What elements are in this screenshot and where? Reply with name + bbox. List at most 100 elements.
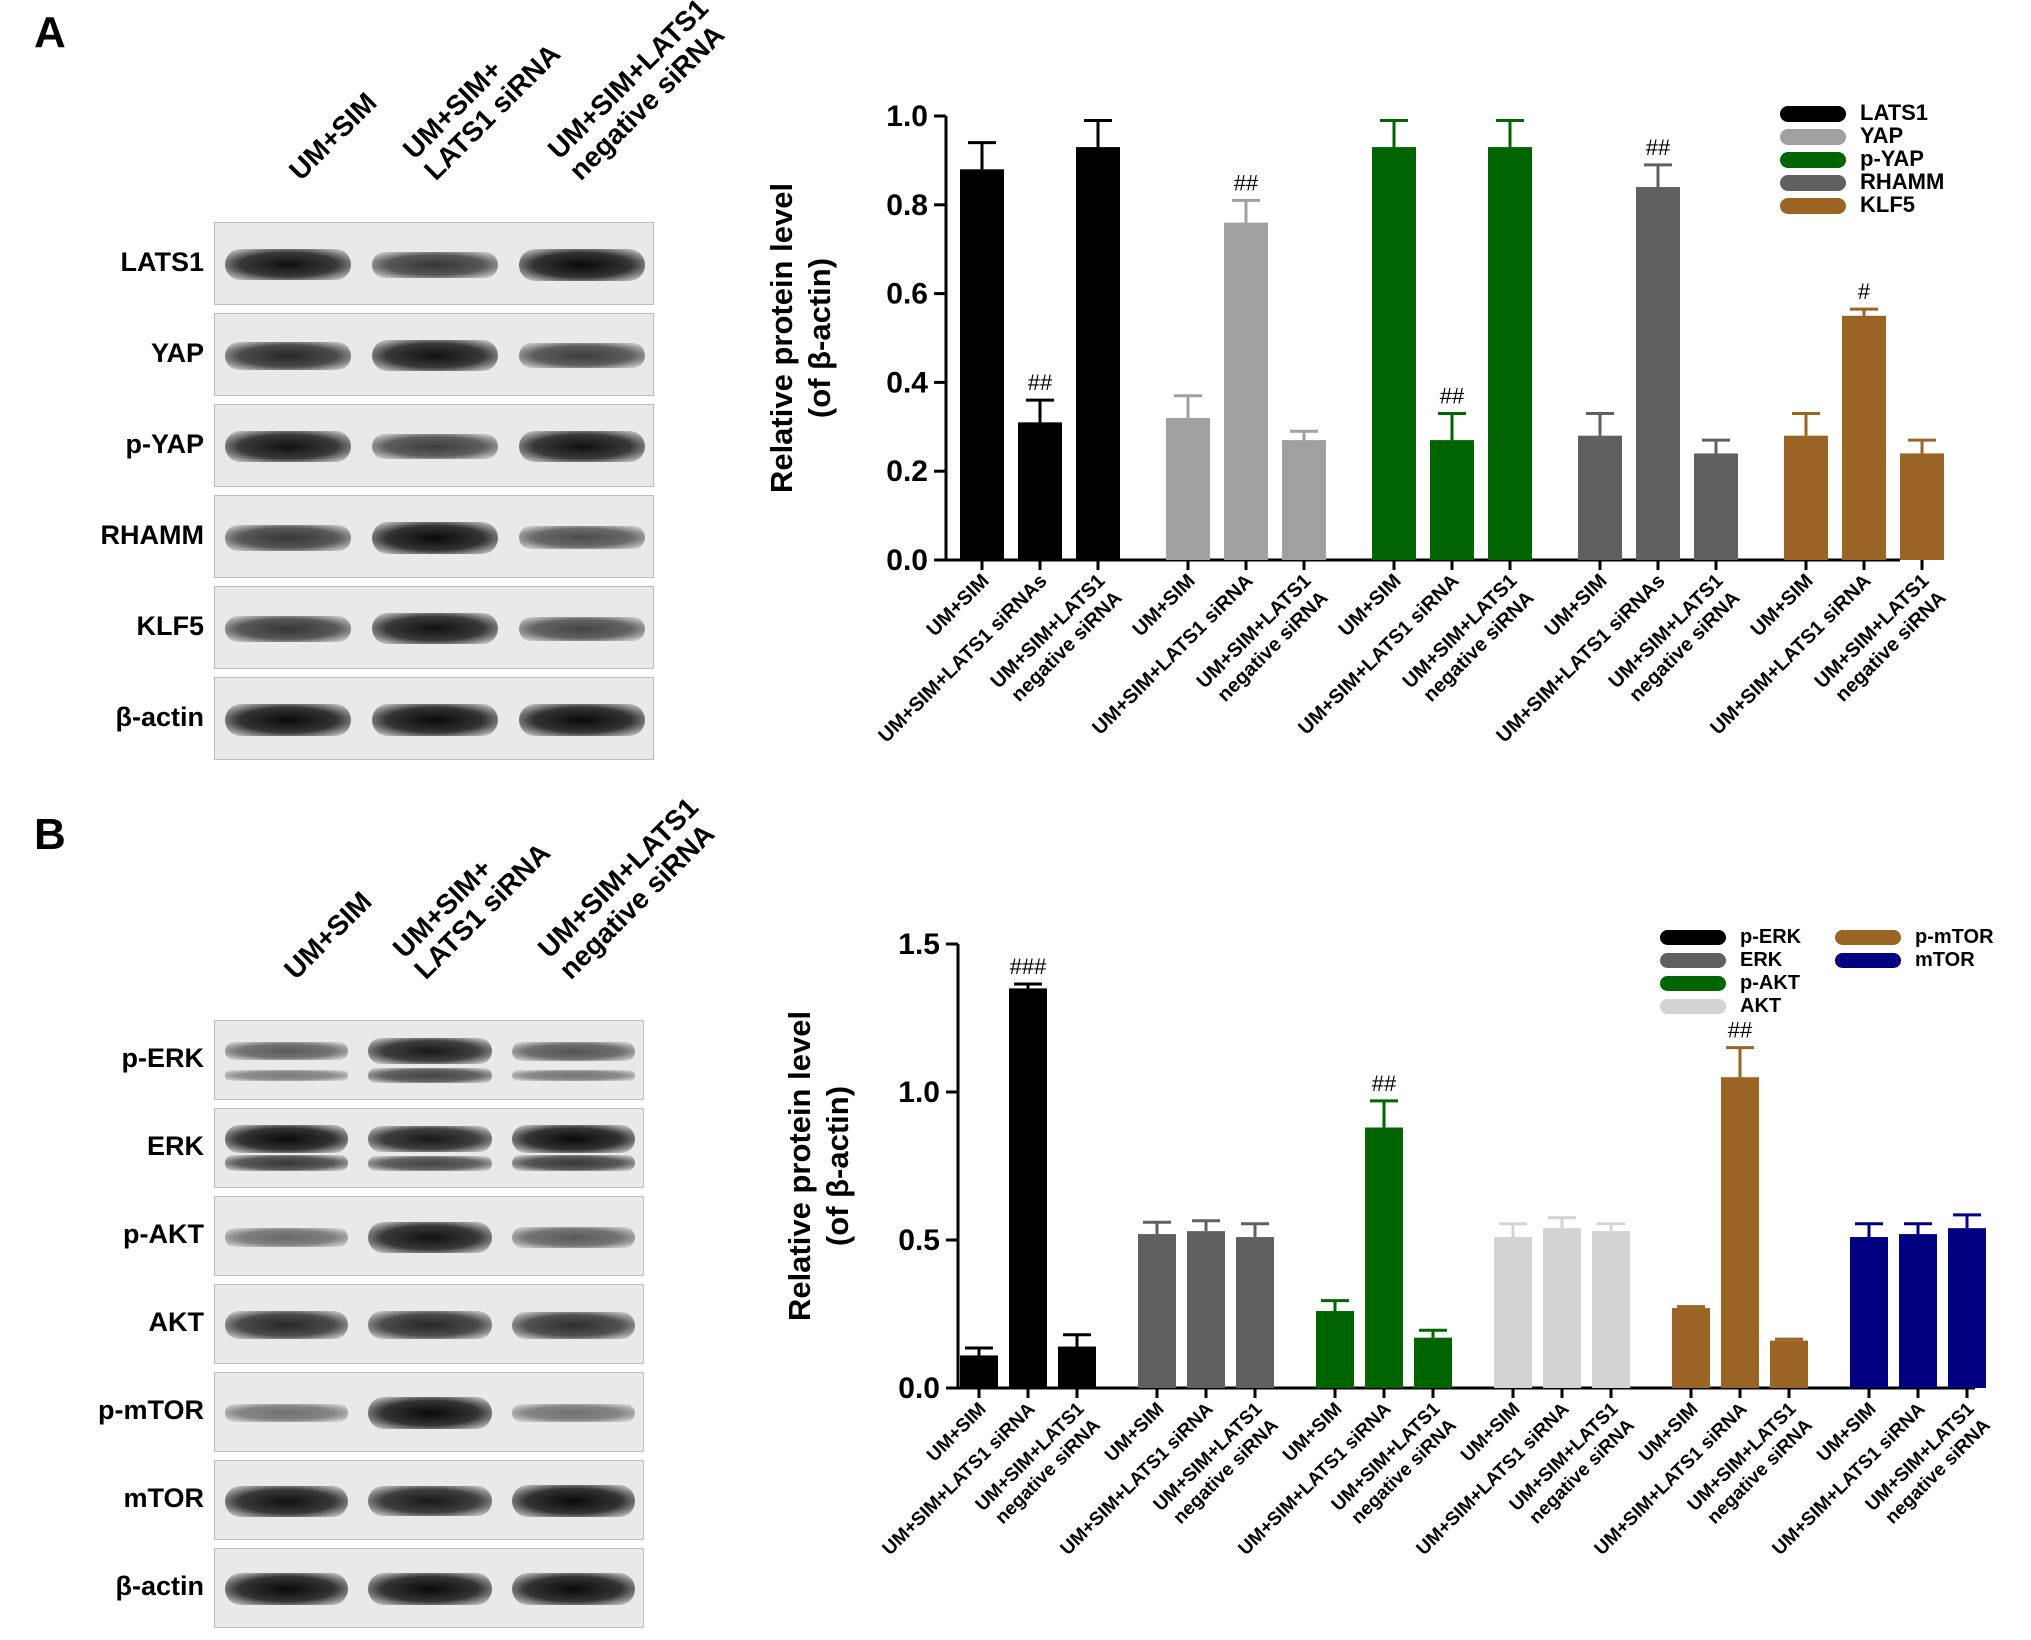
bar — [1372, 147, 1416, 560]
bar — [1784, 435, 1828, 560]
significance-mark: ## — [1646, 135, 1671, 160]
bar — [1850, 1237, 1888, 1388]
y-tick-label: 0.6 — [886, 278, 928, 311]
legend-swatch — [1835, 953, 1901, 968]
blot-band — [371, 434, 499, 459]
blot-band — [225, 1042, 349, 1061]
y-axis-label-line: Relative protein level — [764, 183, 799, 493]
blot-strip — [214, 1460, 644, 1540]
y-tick-label: 1.0 — [886, 100, 928, 133]
panel-label-a: A — [34, 8, 66, 57]
bar — [1414, 1337, 1452, 1388]
x-category-label: UM+SIM+LATS1negative siRNA — [1605, 570, 1745, 710]
bar — [1948, 1228, 1986, 1388]
bar — [1076, 147, 1120, 560]
blot-band — [371, 703, 499, 736]
y-tick-label: 1.5 — [898, 928, 940, 961]
blot-row-label: β-actin — [115, 701, 205, 732]
legend-swatch — [1835, 930, 1901, 945]
bar — [1592, 1231, 1630, 1388]
legend-swatch — [1660, 976, 1726, 991]
blot-band — [371, 613, 499, 644]
blot-row-label: ERK — [146, 1131, 204, 1161]
bar-chart-a: 0.0 0.2 0.4 0.6 0.8 1.0 Relative protein level… — [764, 100, 1951, 747]
significance-mark: ## — [1728, 1018, 1753, 1043]
x-category-label: UM+SIM+LATS1negative siRNA — [1506, 1398, 1639, 1531]
blot-band — [511, 1404, 635, 1422]
blot-strip — [214, 404, 654, 487]
blot-lane-header-line: UM+SIM — [278, 885, 378, 985]
legend-label: YAP — [1860, 123, 1903, 148]
bar — [1543, 1228, 1581, 1388]
blot-band — [225, 1485, 349, 1517]
y-axis-label: Relative protein level(of β-actin) — [782, 1011, 855, 1321]
western-blot-a: UM+SIM UM+SIM+ LATS1 siRNA UM+SIM+LATS1 nega… — [0, 0, 740, 790]
significance-mark: ## — [1234, 170, 1259, 195]
blot-strip — [214, 1284, 644, 1364]
blot-band — [518, 343, 645, 368]
bar — [1282, 440, 1326, 560]
blot-band — [225, 615, 352, 642]
blot-band — [368, 1221, 492, 1253]
blot-band — [511, 1155, 635, 1172]
blot-band — [518, 703, 645, 736]
blot-band — [511, 1069, 635, 1081]
blot-row-label: RHAMM — [100, 519, 204, 550]
blot-lane-header: UM+SIM+ LATS1 siRNA — [397, 17, 566, 186]
blot-band — [368, 1067, 492, 1083]
y-tick-label: 1.0 — [898, 1076, 940, 1109]
blot-band — [368, 1155, 492, 1171]
x-category-label: UM+SIM+LATS1negative siRNA — [1684, 1398, 1817, 1531]
bar — [1236, 1237, 1274, 1388]
bar — [1430, 440, 1474, 560]
blot-band — [371, 340, 499, 371]
blot-band — [225, 1311, 349, 1339]
bar — [1842, 315, 1886, 560]
bar-chart-b: 0.0 0.5 1.0 1.5 Relative protein level(of β-… — [782, 926, 1995, 1560]
blot-lane-header: UM+SIM+LATS1 negative siRNA — [542, 0, 736, 186]
blot-band — [511, 1485, 635, 1517]
bar — [1058, 1346, 1096, 1388]
y-tick-label: 0.0 — [898, 1372, 940, 1405]
bar — [1770, 1340, 1808, 1388]
legend-label: AKT — [1740, 995, 1781, 1017]
blot-lane-header: UM+SIM — [278, 885, 378, 985]
panel-label-b: B — [34, 810, 66, 859]
legend-label: LATS1 — [1860, 100, 1928, 125]
blot-band — [518, 616, 645, 641]
bar — [1166, 417, 1210, 560]
blot-band — [225, 524, 352, 551]
legend-swatch — [1660, 953, 1726, 968]
bar — [960, 169, 1004, 560]
blot-strip — [214, 677, 654, 760]
y-tick-label: 0.5 — [898, 1224, 940, 1257]
y-tick-label: 0.8 — [886, 189, 928, 222]
blot-band — [511, 1041, 635, 1061]
blot-band — [225, 703, 352, 736]
blot-row-label: β-actin — [115, 1571, 205, 1601]
legend-swatch — [1780, 198, 1846, 214]
bar — [1365, 1127, 1403, 1388]
bar — [1488, 147, 1532, 560]
legend-label: KLF5 — [1860, 192, 1915, 217]
significance-mark: # — [1858, 279, 1871, 304]
blot-band — [225, 249, 352, 280]
bar — [1018, 422, 1062, 560]
blot-band — [518, 248, 645, 281]
y-tick-label: 0.0 — [886, 544, 928, 577]
blot-band — [225, 1070, 349, 1081]
legend-label: p-YAP — [1860, 146, 1924, 171]
legend-label: p-ERK — [1740, 926, 1802, 948]
bar — [1187, 1231, 1225, 1388]
significance-mark: ## — [1440, 383, 1465, 408]
blot-band — [368, 1397, 492, 1429]
y-axis-label-line: (of β-actin) — [802, 258, 837, 418]
x-category-label: UM+SIM+LATS1negative siRNA — [1811, 570, 1951, 710]
y-axis-label-line: (of β-actin) — [820, 1086, 855, 1246]
legend-swatch — [1660, 999, 1726, 1014]
bar — [1721, 1077, 1759, 1388]
blot-strip — [214, 1548, 644, 1628]
blot-row-label: mTOR — [123, 1483, 204, 1513]
blot-strip — [214, 1108, 644, 1188]
blot-strip — [214, 222, 654, 305]
